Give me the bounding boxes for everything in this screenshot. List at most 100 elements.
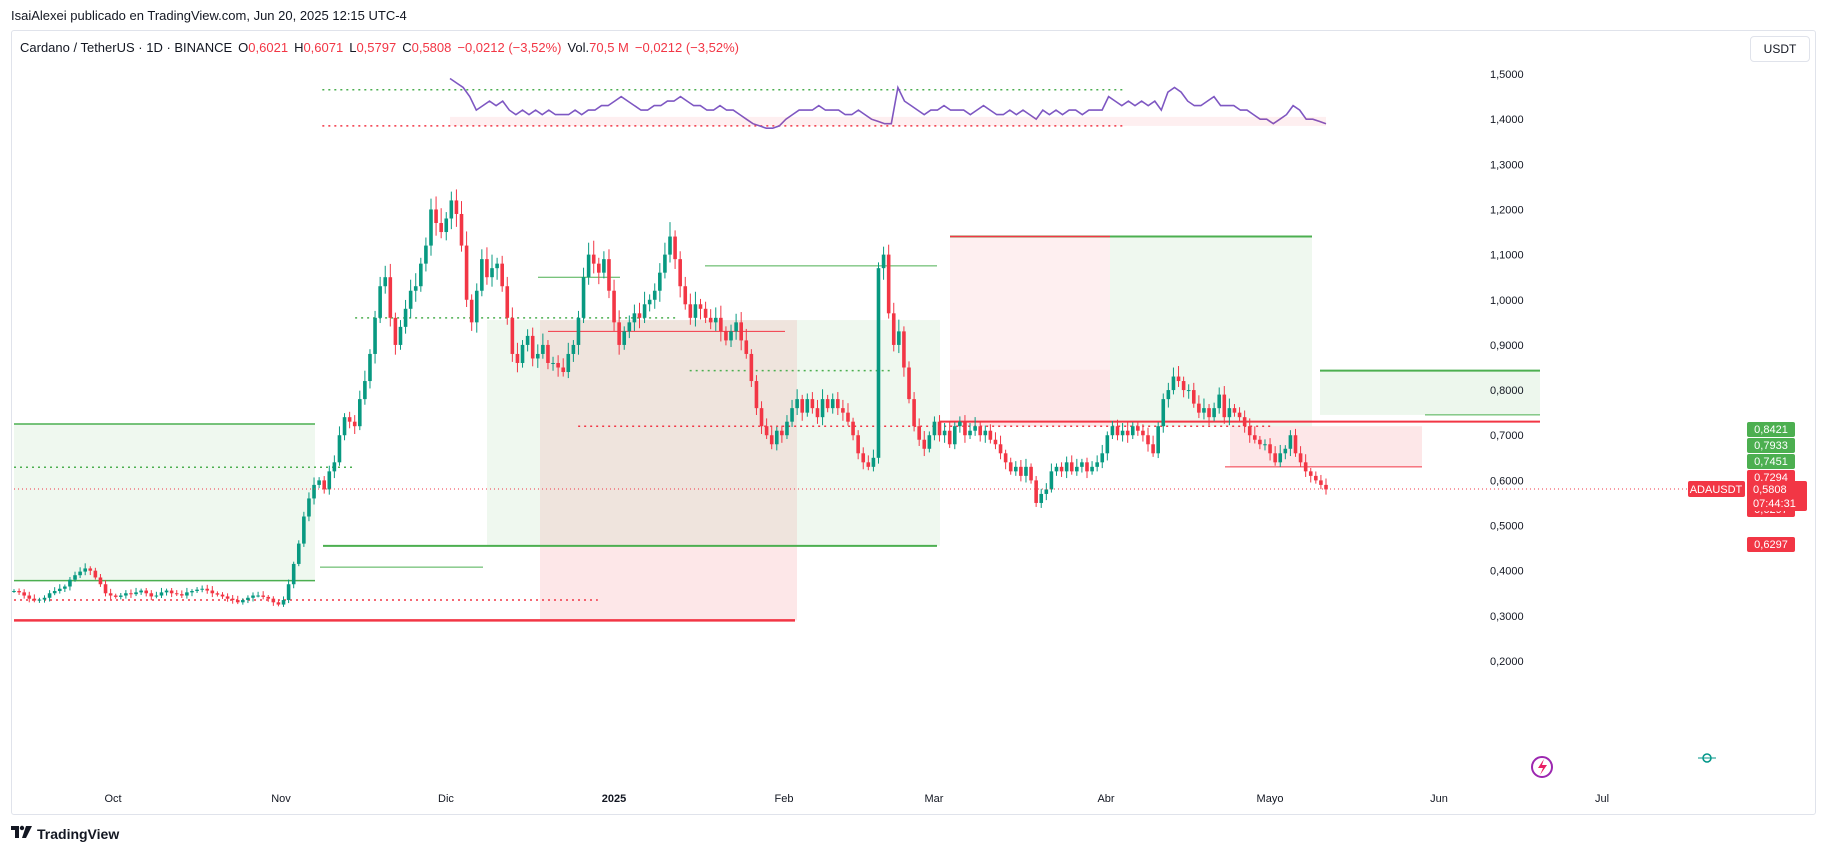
candle (480, 259, 484, 291)
candle (947, 430, 952, 445)
candle (1090, 466, 1094, 472)
candle (1039, 493, 1044, 503)
candle (429, 209, 433, 246)
candle (541, 344, 545, 354)
zone-box (540, 320, 797, 546)
low-value: 0,5797 (356, 40, 397, 55)
high-value: 0,6071 (303, 40, 344, 55)
price-tag-text: 0,8421 (1754, 424, 1788, 436)
y-tick-label: 0,3000 (1490, 611, 1524, 623)
candle (769, 435, 774, 445)
candle (1181, 381, 1186, 391)
candle (556, 362, 560, 368)
candle (1197, 403, 1201, 413)
candle (317, 480, 321, 485)
candle (286, 584, 291, 601)
candle (42, 597, 47, 600)
candle (958, 421, 962, 427)
candle (164, 590, 169, 593)
last-price-tag (1747, 481, 1807, 512)
y-tick-label: 0,2000 (1490, 656, 1524, 668)
candle (27, 595, 32, 599)
candle (673, 236, 677, 260)
candle (144, 590, 149, 594)
candle (927, 435, 932, 449)
candle (932, 421, 937, 436)
candle (907, 367, 911, 400)
price-tag (1747, 537, 1795, 552)
candle (266, 596, 271, 599)
candle (22, 592, 26, 596)
candle (922, 439, 927, 449)
candle (897, 331, 901, 345)
x-tick-label: Dic (438, 793, 454, 805)
candle (281, 600, 286, 605)
candle (1034, 480, 1038, 503)
candle (1100, 453, 1105, 463)
y-tick-label: 0,5000 (1490, 521, 1524, 533)
candle (902, 331, 906, 368)
candle (271, 598, 276, 603)
candle (1003, 453, 1008, 463)
candle (1151, 444, 1155, 454)
candle (1029, 466, 1033, 481)
candle (159, 592, 164, 596)
candle (383, 277, 388, 287)
candle (1130, 426, 1135, 436)
candle (1288, 435, 1293, 449)
candle (1105, 435, 1110, 454)
candle (795, 399, 799, 409)
chart-frame (11, 30, 1816, 815)
candle (1069, 462, 1074, 472)
candle (856, 435, 860, 454)
candle (734, 322, 738, 332)
candle (78, 571, 82, 576)
candle (357, 399, 362, 427)
candle (149, 593, 154, 597)
candle (1044, 489, 1049, 494)
close-label: C (402, 40, 412, 55)
candle (235, 600, 240, 603)
y-tick-label: 1,1000 (1490, 250, 1524, 262)
candle (37, 599, 42, 601)
candle (276, 602, 281, 605)
candle (576, 317, 581, 345)
candle (408, 290, 413, 309)
candle (973, 426, 977, 431)
x-tick-label: 2025 (602, 793, 626, 805)
y-tick-label: 1,2000 (1490, 204, 1524, 216)
candle (378, 286, 382, 318)
candle (68, 579, 72, 587)
candle (881, 254, 886, 269)
candle (836, 399, 840, 409)
candle (352, 421, 357, 427)
candle (764, 426, 769, 436)
tradingview-logo[interactable]: TradingView (11, 825, 119, 842)
candle (307, 498, 311, 517)
candle (469, 299, 474, 323)
candle (363, 381, 367, 400)
candle (12, 591, 16, 593)
price-tag-text: 0,7451 (1754, 456, 1788, 468)
footer-brand: TradingView (37, 825, 120, 842)
candle (108, 593, 113, 596)
candle (952, 426, 957, 445)
candle (658, 272, 662, 291)
open-label: O (238, 40, 249, 55)
zone-box (540, 545, 797, 621)
currency-button[interactable]: USDT (1750, 36, 1810, 62)
candle (591, 254, 596, 264)
candle (713, 317, 718, 323)
close-value: 0,5808 (411, 40, 452, 55)
candle (780, 430, 784, 436)
candle (459, 213, 464, 246)
candle (134, 592, 138, 595)
candle (1212, 408, 1216, 418)
candle (851, 421, 855, 436)
y-tick-label: 1,5000 (1490, 69, 1524, 81)
lightning-icon (1531, 756, 1553, 778)
lightning-bolt-icon (1538, 759, 1547, 775)
y-tick-label: 0,9000 (1490, 340, 1524, 352)
open-value: 0,6021 (248, 40, 289, 55)
